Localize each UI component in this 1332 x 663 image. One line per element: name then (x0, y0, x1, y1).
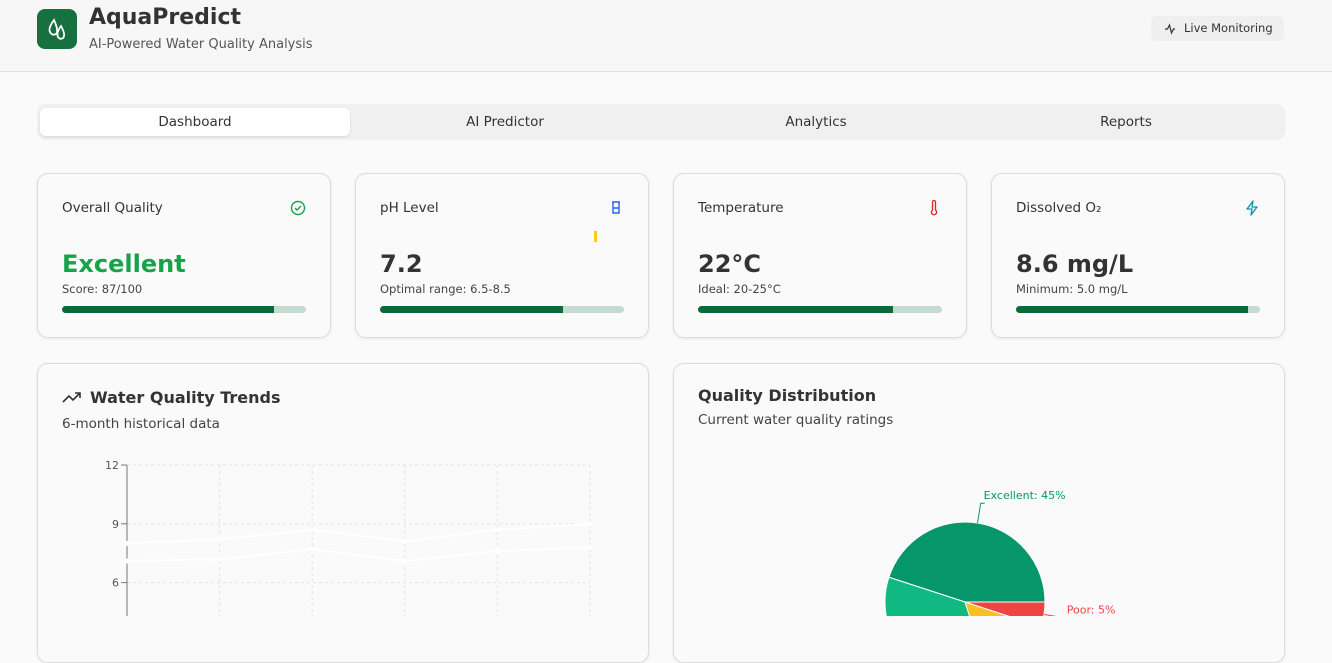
card-subtitle: 6-month historical data (62, 416, 220, 432)
series-point (494, 527, 500, 533)
slice-label: Poor: 5% (1067, 604, 1116, 616)
series-line (126, 522, 591, 545)
card-title: Water Quality Trends (90, 388, 281, 407)
kpi-card: pH Level 7.2 Optimal range: 6.5-8.5 (355, 173, 649, 338)
indicator (594, 231, 597, 242)
progress-track (62, 306, 306, 313)
kpi-note: Ideal: 20-25°C (698, 282, 781, 296)
zap-icon (1246, 200, 1258, 216)
card-subtitle: Current water quality ratings (698, 412, 894, 428)
logo-icon (48, 18, 66, 40)
logo (37, 9, 77, 49)
beaker-icon (612, 201, 620, 214)
y-tick-label: 9 (112, 518, 119, 531)
kpi-label: pH Level (380, 200, 439, 216)
label-line (977, 502, 985, 524)
tab[interactable]: Reports (1100, 114, 1152, 130)
y-tick-label: 6 (112, 577, 119, 590)
pie-slice (884, 576, 971, 616)
series-point (402, 558, 408, 564)
kpi-value: Excellent (62, 250, 186, 278)
trend-icon (62, 392, 81, 403)
series-point (587, 544, 593, 550)
series-point (494, 548, 500, 554)
kpi-label: Dissolved O₂ (1016, 200, 1102, 216)
kpi-card: Overall Quality Excellent Score: 87/100 (37, 173, 331, 338)
badge-text: Live Monitoring (1184, 21, 1273, 35)
top-bar: AquaPredict AI-Powered Water Quality Ana… (0, 0, 1332, 72)
series-point (309, 527, 315, 533)
tab[interactable]: Analytics (785, 114, 847, 130)
app-title: AquaPredict (89, 5, 242, 30)
kpi-label: Overall Quality (62, 200, 163, 216)
check-icon (290, 200, 306, 216)
card-title: Quality Distribution (698, 386, 877, 405)
tab[interactable]: AI Predictor (466, 114, 544, 130)
kpi-note: Optimal range: 6.5-8.5 (380, 282, 511, 296)
progress-track (698, 306, 942, 313)
series-line (126, 546, 591, 563)
progress-track (380, 306, 624, 313)
kpi-value: 22°C (698, 250, 762, 278)
tab[interactable]: Dashboard (40, 108, 350, 136)
trend-chart: 6 9 12 (105, 459, 593, 616)
series-point (124, 558, 130, 564)
series-point (124, 540, 130, 546)
kpi-value: 8.6 mg/L (1016, 250, 1134, 278)
kpi-note: Score: 87/100 (62, 282, 143, 296)
trends-card: Water Quality Trends 6-month historical … (37, 363, 649, 663)
progress-fill (62, 306, 275, 313)
kpi-note: Minimum: 5.0 mg/L (1016, 282, 1128, 296)
series-point (309, 546, 315, 552)
series-point (402, 538, 408, 544)
progress-fill (380, 306, 563, 313)
app-subtitle: AI-Powered Water Quality Analysis (89, 37, 313, 52)
pie-slice (964, 601, 1010, 616)
series-point (217, 536, 223, 542)
kpi-label: Temperature (698, 200, 784, 216)
pie-slice (888, 521, 1046, 603)
tab-bar: Dashboard AI Predictor Analytics Reports (37, 104, 1285, 140)
kpi-card: Dissolved O₂ 8.6 mg/L Minimum: 5.0 mg/L (991, 173, 1285, 338)
progress-track (1016, 306, 1260, 313)
series-point (217, 556, 223, 562)
kpi-card: Temperature 22°C Ideal: 20-25°C (673, 173, 967, 338)
y-tick-label: 12 (105, 459, 119, 472)
kpi-value: 7.2 (380, 250, 423, 278)
pulse-icon (1165, 23, 1175, 35)
series-point (587, 521, 593, 527)
progress-fill (1016, 306, 1248, 313)
live-badge[interactable]: Live Monitoring (1151, 16, 1284, 41)
pie-chart: Excellent: 45% Poor: 5% (884, 489, 1116, 616)
thermometer-icon (930, 200, 938, 216)
progress-fill (698, 306, 894, 313)
slice-label: Excellent: 45% (984, 489, 1066, 502)
